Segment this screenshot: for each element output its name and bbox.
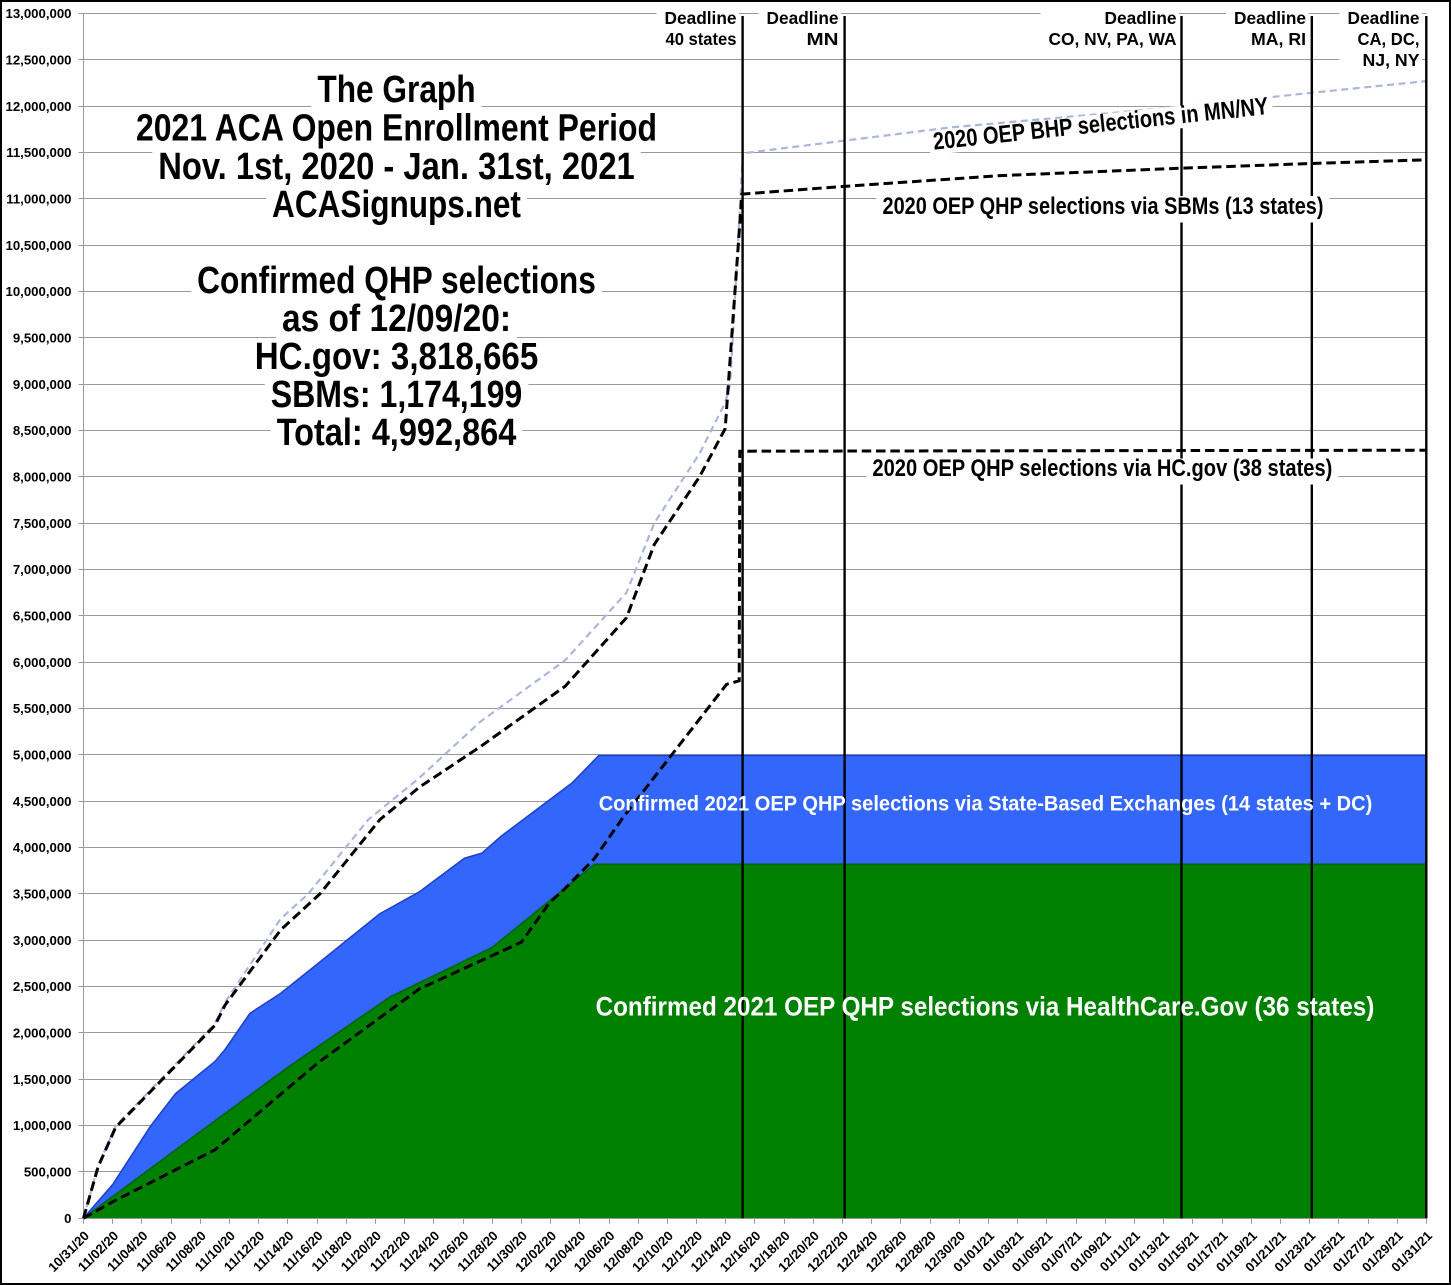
svg-text:8,500,000: 8,500,000	[13, 423, 72, 438]
svg-text:9,500,000: 9,500,000	[13, 331, 72, 346]
svg-text:6,500,000: 6,500,000	[13, 609, 72, 624]
svg-text:40 states: 40 states	[666, 29, 737, 49]
svg-text:3,000,000: 3,000,000	[13, 933, 72, 948]
svg-text:SBMs: 1,174,199: SBMs: 1,174,199	[271, 374, 523, 416]
svg-text:13,000,000: 13,000,000	[5, 6, 71, 21]
svg-text:11,500,000: 11,500,000	[6, 145, 71, 160]
svg-text:Total: 4,992,864: Total: 4,992,864	[277, 412, 517, 454]
svg-text:CO, NV, PA, WA: CO, NV, PA, WA	[1049, 29, 1177, 49]
svg-text:500,000: 500,000	[24, 1165, 72, 1180]
svg-text:2,000,000: 2,000,000	[13, 1026, 72, 1041]
svg-text:MN: MN	[807, 29, 839, 49]
svg-text:12,500,000: 12,500,000	[5, 52, 71, 67]
svg-text:ACASignups.net: ACASignups.net	[272, 184, 521, 226]
svg-text:2020 OEP QHP selections via HC: 2020 OEP QHP selections via HC.gov (38 s…	[872, 455, 1332, 482]
svg-text:4,000,000: 4,000,000	[13, 840, 72, 855]
svg-text:2,500,000: 2,500,000	[13, 979, 72, 994]
svg-text:as of 12/09/20:: as of 12/09/20:	[282, 298, 511, 340]
svg-text:7,500,000: 7,500,000	[13, 516, 72, 531]
svg-text:6,000,000: 6,000,000	[13, 655, 72, 670]
svg-text:9,000,000: 9,000,000	[13, 377, 72, 392]
svg-text:Confirmed 2021 OEP QHP selecti: Confirmed 2021 OEP QHP selections via He…	[596, 991, 1375, 1021]
svg-text:CA, DC,: CA, DC,	[1358, 29, 1420, 49]
svg-text:Deadline: Deadline	[1348, 8, 1420, 28]
svg-text:0: 0	[64, 1211, 71, 1226]
svg-text:1,000,000: 1,000,000	[13, 1118, 72, 1133]
svg-text:HC.gov: 3,818,665: HC.gov: 3,818,665	[255, 336, 539, 378]
svg-text:2020 OEP QHP selections via SB: 2020 OEP QHP selections via SBMs (13 sta…	[883, 193, 1324, 220]
svg-text:3,500,000: 3,500,000	[13, 887, 72, 902]
svg-text:Confirmed 2021 OEP QHP selecti: Confirmed 2021 OEP QHP selections via St…	[599, 791, 1373, 815]
svg-text:4,500,000: 4,500,000	[13, 794, 72, 809]
svg-text:12,000,000: 12,000,000	[5, 99, 71, 114]
svg-text:1,500,000: 1,500,000	[13, 1072, 72, 1087]
svg-text:5,000,000: 5,000,000	[13, 748, 72, 763]
svg-text:Deadline: Deadline	[767, 8, 839, 28]
svg-text:The Graph: The Graph	[317, 69, 475, 111]
svg-text:7,000,000: 7,000,000	[13, 562, 72, 577]
svg-text:8,000,000: 8,000,000	[13, 470, 72, 485]
svg-text:Confirmed QHP selections: Confirmed QHP selections	[197, 260, 596, 302]
svg-text:Nov. 1st, 2020 - Jan. 31st, 20: Nov. 1st, 2020 - Jan. 31st, 2021	[158, 146, 635, 188]
svg-text:Deadline: Deadline	[1105, 8, 1177, 28]
svg-text:Deadline: Deadline	[1234, 8, 1306, 28]
svg-text:NJ, NY: NJ, NY	[1363, 50, 1421, 70]
svg-text:10,000,000: 10,000,000	[5, 284, 71, 299]
svg-text:2021 ACA Open Enrollment Perio: 2021 ACA Open Enrollment Period	[136, 107, 657, 149]
svg-text:5,500,000: 5,500,000	[13, 701, 72, 716]
svg-text:MA, RI: MA, RI	[1251, 29, 1306, 49]
svg-text:10,500,000: 10,500,000	[5, 238, 71, 253]
svg-text:11,000,000: 11,000,000	[6, 192, 71, 207]
svg-text:Deadline: Deadline	[665, 8, 737, 28]
